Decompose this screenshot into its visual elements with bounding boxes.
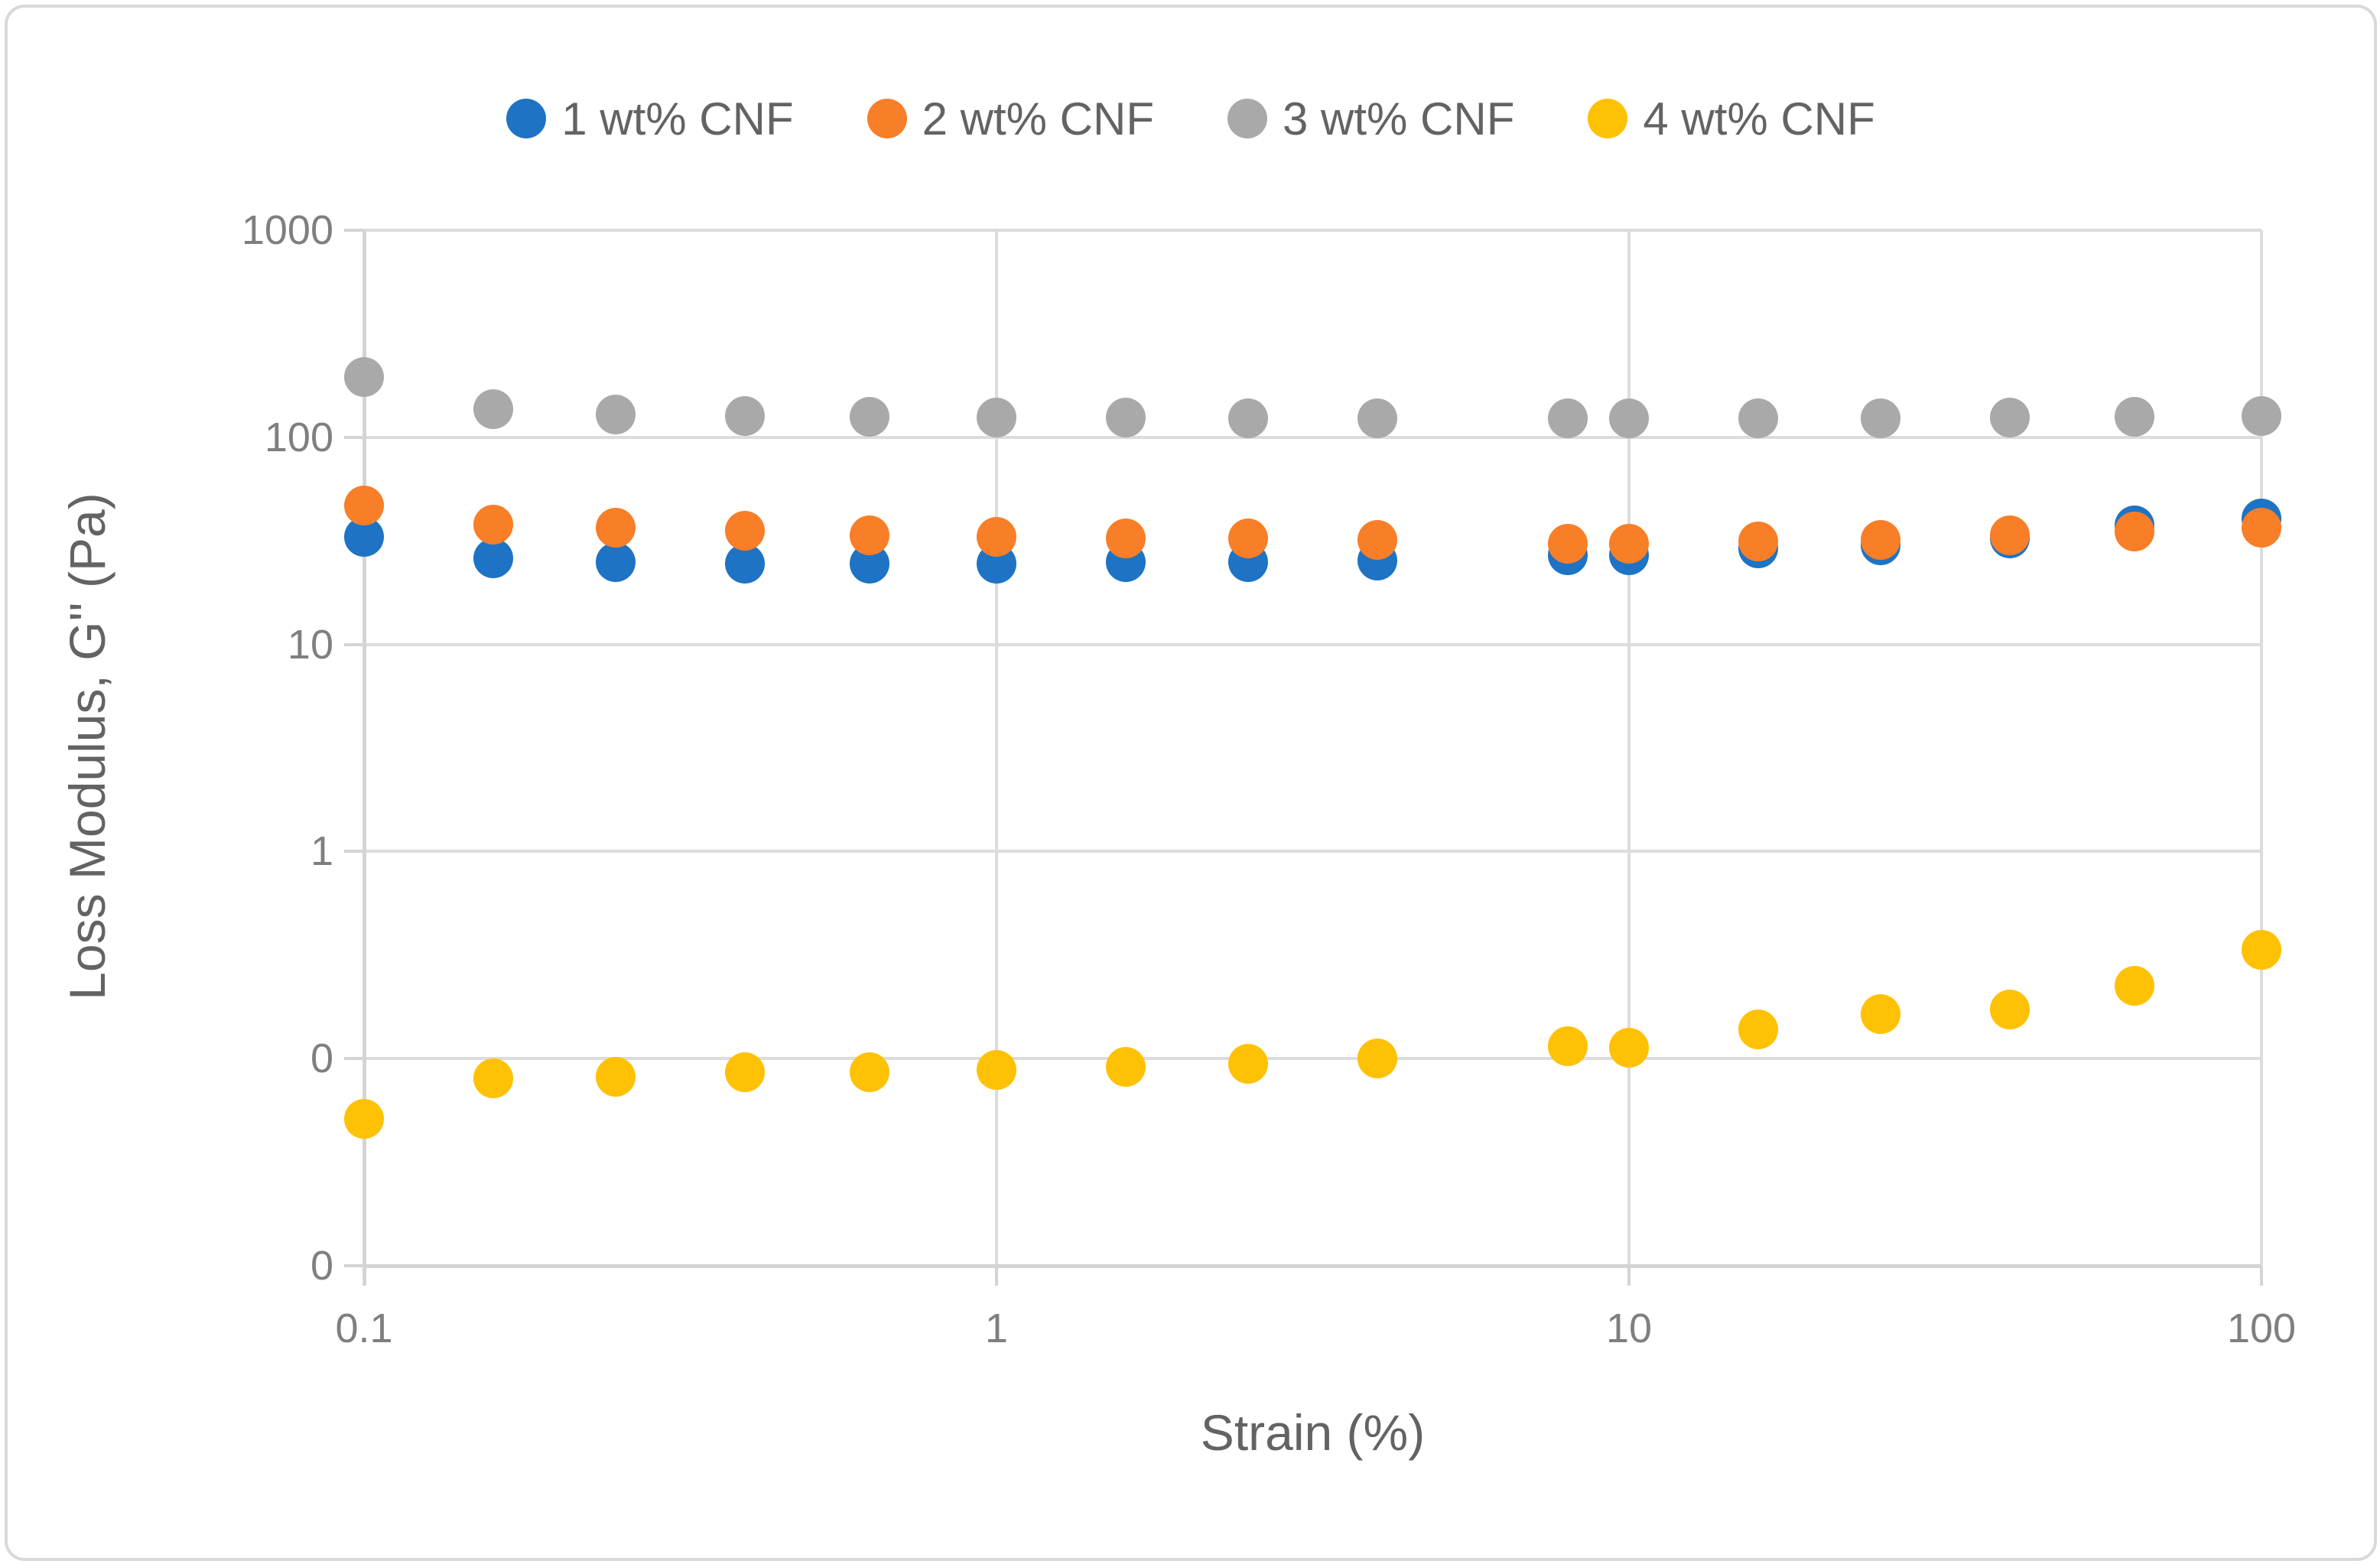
x-gridline (2260, 230, 2263, 1266)
data-point-3-wt%-cnf (1228, 398, 1269, 438)
legend: 1 wt% CNF 2 wt% CNF 3 wt% CNF 4 wt% CNF (8, 84, 2374, 153)
x-tick-label: 0.1 (335, 1306, 393, 1351)
data-point-3-wt%-cnf (977, 397, 1016, 437)
data-point-3-wt%-cnf (1105, 398, 1146, 438)
legend-marker-icon (1227, 99, 1267, 138)
data-point-4-wt%-cnf (473, 1058, 513, 1099)
y-tick-label: 1000 (241, 207, 333, 253)
x-gridline (995, 230, 998, 1266)
legend-label: 2 wt% CNF (922, 93, 1154, 145)
y-tick-label: 1 (310, 828, 333, 875)
y-axis-line (363, 230, 366, 1286)
data-point-4-wt%-cnf (1989, 990, 2030, 1030)
y-tick-label: 0 (310, 1243, 333, 1289)
data-point-1-wt%-cnf (596, 541, 636, 582)
x-tick-label: 10 (1605, 1306, 1653, 1351)
data-point-4-wt%-cnf (2242, 930, 2281, 971)
legend-marker-icon (1588, 99, 1628, 138)
data-point-2-wt%-cnf (977, 517, 1016, 558)
x-tick-label: 100 (2226, 1306, 2297, 1351)
data-point-4-wt%-cnf (724, 1052, 765, 1092)
data-point-2-wt%-cnf (850, 515, 890, 556)
data-point-2-wt%-cnf (724, 510, 765, 551)
data-point-4-wt%-cnf (1547, 1026, 1588, 1066)
y-gridline (364, 435, 2261, 439)
data-point-3-wt%-cnf (344, 357, 384, 398)
legend-label: 4 wt% CNF (1643, 93, 1875, 145)
data-point-3-wt%-cnf (1989, 397, 2030, 437)
x-tick-mark (995, 1266, 998, 1286)
data-point-3-wt%-cnf (724, 395, 765, 436)
x-tick-mark (2260, 1266, 2263, 1286)
data-point-2-wt%-cnf (473, 504, 513, 545)
y-gridline (364, 229, 2261, 232)
y-tick-mark (344, 850, 364, 854)
legend-marker-icon (506, 99, 547, 138)
data-point-4-wt%-cnf (1357, 1039, 1397, 1079)
data-point-4-wt%-cnf (596, 1056, 636, 1097)
data-point-3-wt%-cnf (1861, 398, 1901, 438)
data-point-1-wt%-cnf (724, 544, 765, 584)
data-point-3-wt%-cnf (1738, 398, 1778, 438)
data-point-2-wt%-cnf (1989, 515, 2030, 556)
data-point-2-wt%-cnf (344, 485, 384, 525)
data-point-2-wt%-cnf (1738, 521, 1778, 561)
data-point-4-wt%-cnf (2115, 965, 2155, 1006)
y-gridline (364, 642, 2261, 646)
data-point-4-wt%-cnf (1228, 1044, 1269, 1084)
legend-marker-icon (866, 99, 907, 138)
chart-area: 1 wt% CNF 2 wt% CNF 3 wt% CNF 4 wt% CNF 100… (8, 8, 2374, 1558)
legend-item-3-wt%-cnf: 3 wt% CNF (1227, 93, 1514, 145)
x-tick-label: 1 (984, 1306, 1009, 1351)
data-point-4-wt%-cnf (1861, 994, 1901, 1035)
x-gridline (1627, 230, 1631, 1266)
y-tick-mark (344, 642, 364, 646)
data-point-2-wt%-cnf (596, 508, 636, 548)
x-axis-line (364, 1264, 2261, 1268)
y-tick-mark (344, 229, 364, 232)
legend-label: 1 wt% CNF (561, 93, 794, 145)
legend-item-4-wt%-cnf: 4 wt% CNF (1588, 93, 1875, 145)
y-tick-label: 10 (287, 621, 333, 668)
data-point-4-wt%-cnf (344, 1099, 384, 1140)
y-gridline (364, 1057, 2261, 1061)
data-point-4-wt%-cnf (1609, 1027, 1649, 1068)
chart-frame: 1 wt% CNF 2 wt% CNF 3 wt% CNF 4 wt% CNF 100… (5, 5, 2377, 1561)
y-tick-mark (344, 1057, 364, 1061)
data-point-4-wt%-cnf (850, 1052, 890, 1092)
legend-label: 3 wt% CNF (1283, 93, 1515, 145)
legend-item-1-wt%-cnf: 1 wt% CNF (506, 93, 794, 145)
data-point-3-wt%-cnf (596, 394, 636, 434)
data-point-2-wt%-cnf (1861, 519, 1901, 560)
y-axis-title: Loss Modulus, G'' (Pa) (59, 493, 115, 1000)
data-point-1-wt%-cnf (473, 538, 513, 579)
data-point-2-wt%-cnf (1105, 518, 1146, 558)
x-tick-mark (1627, 1266, 1631, 1286)
data-point-4-wt%-cnf (977, 1050, 1016, 1091)
y-tick-label: 100 (264, 414, 333, 460)
data-point-3-wt%-cnf (1547, 398, 1588, 439)
data-point-2-wt%-cnf (2242, 508, 2281, 548)
data-point-2-wt%-cnf (1357, 519, 1397, 560)
y-gridline (364, 850, 2261, 854)
y-tick-label: 0 (310, 1036, 333, 1082)
data-point-3-wt%-cnf (1609, 398, 1649, 439)
data-point-2-wt%-cnf (1609, 524, 1649, 564)
legend-item-2-wt%-cnf: 2 wt% CNF (866, 93, 1154, 145)
x-axis-title: Strain (%) (1200, 1404, 1426, 1461)
data-point-3-wt%-cnf (1357, 398, 1397, 438)
data-point-3-wt%-cnf (2115, 396, 2155, 437)
y-tick-mark (344, 1264, 364, 1267)
data-point-2-wt%-cnf (1547, 524, 1588, 564)
data-point-3-wt%-cnf (2242, 395, 2281, 436)
data-point-4-wt%-cnf (1738, 1010, 1778, 1050)
data-point-3-wt%-cnf (850, 396, 890, 437)
data-point-2-wt%-cnf (1228, 518, 1269, 558)
data-point-2-wt%-cnf (2115, 512, 2155, 552)
data-point-4-wt%-cnf (1105, 1047, 1146, 1088)
y-tick-mark (344, 435, 364, 439)
data-point-3-wt%-cnf (473, 389, 513, 429)
